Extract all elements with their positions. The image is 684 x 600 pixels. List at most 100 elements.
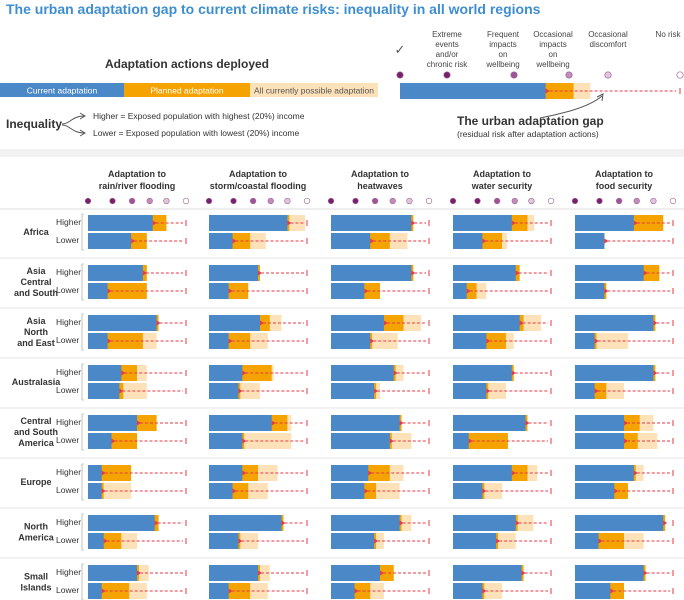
gap-arrowhead [107, 288, 112, 294]
gap-arrowhead [242, 470, 247, 476]
chart-title: The urban adaptation gap to current clim… [6, 1, 541, 17]
row-label: Higher [56, 217, 81, 227]
gap-arrowhead [258, 570, 262, 576]
gap-arrowhead [393, 370, 398, 376]
gap-arrowhead [511, 220, 516, 226]
current-bar [575, 383, 595, 399]
inequality-arrowhead-down [79, 129, 86, 137]
region-name: Central [20, 416, 51, 426]
hazard-risk-dot [494, 197, 501, 205]
row-bracket [81, 563, 84, 600]
hazard-risk-dot [146, 197, 153, 205]
current-bar [88, 465, 102, 481]
row-bracket [81, 313, 84, 351]
gap-arrowhead [653, 370, 658, 376]
current-bar [575, 533, 599, 549]
gap-arrowhead [653, 320, 658, 326]
current-bar [453, 333, 487, 349]
gap-pointer [539, 95, 603, 119]
region-name: America [18, 533, 55, 543]
gap-arrowhead [482, 588, 487, 594]
gap-arrowhead [281, 520, 286, 526]
row-label: Higher [56, 317, 81, 327]
current-bar [575, 315, 654, 331]
risk-level-label: No risk [656, 30, 682, 39]
row-bracket [81, 213, 84, 251]
gap-arrowhead [101, 488, 106, 494]
gap-arrowhead [374, 388, 379, 394]
current-bar [453, 515, 516, 531]
gap-arrowhead [107, 338, 112, 344]
region-name: Australasia [12, 377, 62, 387]
gap-arrowhead [610, 588, 615, 594]
gap-arrowhead [271, 420, 276, 426]
current-bar [453, 283, 467, 299]
current-bar [209, 265, 258, 281]
gap-arrowhead [411, 270, 416, 276]
hazard-risk-dot [230, 197, 237, 205]
section-separator [0, 149, 684, 157]
risk-level-label: impacts [539, 40, 567, 49]
current-bar [88, 433, 112, 449]
gap-arrowhead [399, 420, 404, 426]
current-bar [331, 265, 412, 281]
inequality-arrow-up [61, 115, 85, 125]
current-bar [331, 533, 375, 549]
current-bar [88, 265, 143, 281]
gap-arrowhead [364, 288, 369, 294]
risk-dot [396, 71, 404, 79]
current-bar [209, 233, 233, 249]
legend-planned-swatch [124, 83, 250, 97]
current-bar [575, 415, 624, 431]
row-label: Lower [56, 235, 79, 245]
hazard-risk-dot [669, 197, 677, 205]
gap-arrowhead [614, 488, 619, 494]
gap-arrowhead [154, 520, 159, 526]
current-bar [331, 365, 394, 381]
risk-level-label: impacts [489, 40, 517, 49]
current-bar [88, 215, 153, 231]
gap-arrowhead [137, 570, 141, 576]
hazard-risk-dot [372, 197, 379, 205]
hazard-risk-dot [615, 197, 623, 205]
row-bracket [81, 413, 84, 451]
region-name: Asia [26, 266, 46, 276]
current-bar [88, 383, 120, 399]
gap-arrowhead [228, 338, 233, 344]
current-bar [453, 233, 483, 249]
gap-arrowhead [374, 538, 379, 544]
hazard-risk-dot [406, 197, 413, 205]
gap-arrowhead [643, 270, 648, 276]
hazard-header: food security [596, 181, 653, 191]
risk-level-label: and/or [436, 50, 459, 59]
risk-level-label: Occasional [533, 30, 573, 39]
current-bar [88, 533, 104, 549]
gap-arrowhead [511, 470, 516, 476]
check-mark: ✓ [395, 42, 406, 57]
current-bar [331, 215, 412, 231]
current-bar [575, 215, 634, 231]
region-name: Islands [20, 583, 51, 593]
legend-possible-label: All currently possible adaptation [254, 86, 374, 96]
hazard-risk-dot [633, 197, 640, 205]
current-bar [453, 533, 497, 549]
region-name: and South [14, 288, 58, 298]
current-bar [453, 265, 516, 281]
current-bar [453, 215, 512, 231]
gap-subtitle: (residual risk after adaptation actions) [457, 129, 599, 139]
hazard-header: storm/coastal flooding [210, 181, 307, 191]
current-bar [453, 365, 512, 381]
risk-level-label: on [499, 50, 508, 59]
hazard-risk-dot [547, 197, 555, 205]
current-bar [331, 233, 371, 249]
current-bar [209, 465, 243, 481]
hazard-risk-dot [267, 197, 274, 205]
current-bar [575, 483, 615, 499]
row-label: Higher [56, 517, 81, 527]
gap-arrowhead [101, 588, 106, 594]
hazard-header: Adaptation to [473, 169, 531, 179]
risk-level-label: wellbeing [535, 60, 569, 69]
gap-arrowhead [511, 370, 516, 376]
region-name: Africa [23, 227, 50, 237]
current-bar [575, 583, 611, 599]
